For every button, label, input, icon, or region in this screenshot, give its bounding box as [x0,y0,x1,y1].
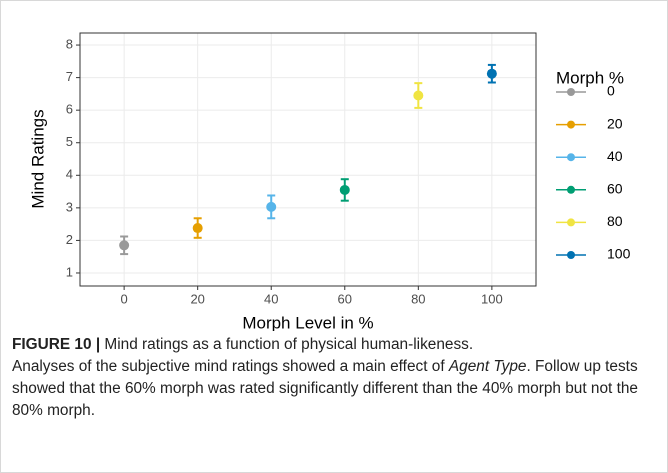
y-tick-label: 2 [66,232,73,247]
y-tick-label: 1 [66,264,73,279]
panel [80,33,536,286]
legend-key [567,218,575,227]
x-tick-label: 100 [481,291,503,306]
point [413,90,424,101]
x-tick-label: 80 [411,291,425,306]
caption-label: FIGURE 10 | [12,336,101,353]
caption-emphasis: Agent Type [448,358,527,375]
point [266,201,277,212]
legend-key [567,153,575,162]
x-tick-label: 60 [338,291,352,306]
caption-text: Analyses of the subjective mind ratings … [12,358,449,375]
x-tick-label: 0 [121,291,128,306]
y-tick-label: 4 [66,167,73,182]
legend-key [567,185,575,194]
legend-label: 0 [607,83,615,99]
legend-label: 60 [607,181,623,197]
legend-label: 20 [607,115,623,131]
point [192,223,203,234]
y-tick-label: 6 [66,102,73,117]
legend-key [567,120,575,129]
legend-label: 80 [607,213,623,229]
point [486,68,497,79]
caption-text: . Follow up tests showed that the 60% mo… [12,358,638,419]
panel-border [79,32,537,287]
legend-label: 40 [607,148,623,164]
point [119,240,130,251]
caption: FIGURE 10 | Mind ratings as a function o… [12,334,652,422]
legend-key [567,251,575,259]
y-tick-label: 5 [66,134,73,149]
y-tick-label: 7 [66,69,73,84]
legend-title: Morph % [556,68,624,87]
y-axis-title: Mind Ratings [28,109,47,208]
y-tick-label: 8 [66,36,73,51]
caption-text: Mind ratings as a function of physical h… [104,336,474,353]
x-tick-label: 20 [190,291,204,306]
legend-label: 100 [607,246,631,262]
x-axis-title: Morph Level in % [242,313,373,331]
y-tick-label: 3 [66,199,73,214]
x-tick-label: 40 [264,291,278,306]
chart: Morph Level in % Mind Ratings Morph % 1 2… [28,32,631,331]
legend-key [567,88,575,96]
point [339,184,350,195]
